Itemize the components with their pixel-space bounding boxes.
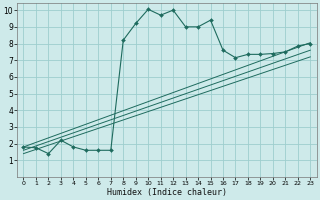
X-axis label: Humidex (Indice chaleur): Humidex (Indice chaleur) [107,188,227,197]
